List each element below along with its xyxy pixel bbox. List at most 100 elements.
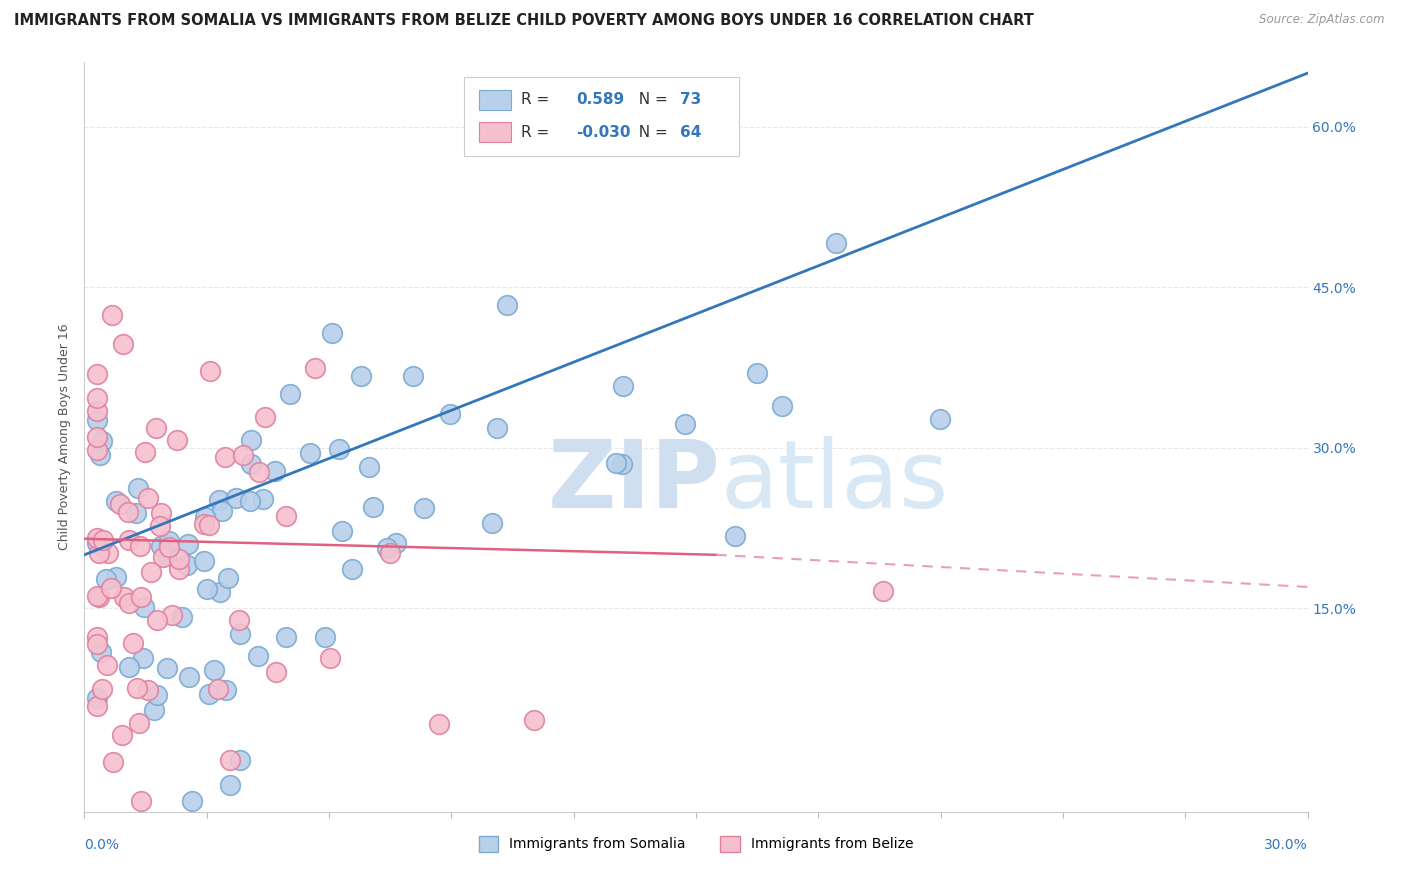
- Point: [605, 456, 627, 470]
- Y-axis label: Child Poverty Among Boys Under 16: Child Poverty Among Boys Under 16: [58, 324, 72, 550]
- Point: [86, 391, 108, 405]
- Point: [350, 368, 373, 383]
- Point: [177, 536, 200, 550]
- Point: [225, 491, 247, 506]
- Point: [247, 466, 270, 480]
- Point: [825, 235, 848, 250]
- Point: [127, 481, 149, 495]
- Point: [117, 505, 139, 519]
- Point: [219, 753, 242, 767]
- Point: [197, 582, 219, 596]
- Point: [378, 546, 401, 560]
- Point: [298, 445, 321, 459]
- Point: [377, 541, 399, 555]
- Point: [152, 549, 174, 564]
- Point: [112, 591, 135, 605]
- Point: [214, 450, 236, 464]
- Text: atlas: atlas: [720, 436, 949, 528]
- Point: [108, 497, 131, 511]
- Point: [118, 533, 141, 548]
- Point: [219, 779, 242, 793]
- Point: [122, 635, 145, 649]
- Point: [125, 506, 148, 520]
- Point: [128, 540, 150, 554]
- Point: [724, 529, 747, 543]
- Point: [427, 717, 450, 731]
- Point: [86, 630, 108, 644]
- Point: [340, 562, 363, 576]
- Point: [176, 558, 198, 572]
- Point: [612, 378, 634, 392]
- Point: [314, 630, 336, 644]
- Point: [523, 713, 546, 727]
- Point: [89, 448, 111, 462]
- Point: [239, 494, 262, 508]
- Point: [439, 407, 461, 421]
- Point: [145, 614, 167, 628]
- Point: [104, 494, 127, 508]
- Text: 30.0%: 30.0%: [1264, 838, 1308, 853]
- Point: [143, 703, 166, 717]
- Point: [156, 548, 179, 562]
- Point: [149, 539, 172, 553]
- Point: [274, 630, 297, 644]
- Point: [359, 459, 381, 474]
- Point: [246, 648, 269, 663]
- Point: [118, 660, 141, 674]
- Point: [770, 400, 793, 414]
- Point: [929, 411, 952, 425]
- Text: 64: 64: [681, 125, 702, 140]
- Point: [673, 417, 696, 431]
- Point: [240, 457, 263, 471]
- Point: [129, 590, 152, 604]
- Point: [328, 442, 350, 457]
- Point: [229, 753, 252, 767]
- Point: [274, 509, 297, 524]
- Point: [149, 518, 172, 533]
- Text: 73: 73: [681, 93, 702, 107]
- Point: [100, 581, 122, 595]
- Point: [330, 524, 353, 538]
- Point: [612, 457, 634, 471]
- Point: [139, 565, 162, 579]
- Point: [146, 688, 169, 702]
- Point: [87, 590, 110, 604]
- Point: [872, 583, 894, 598]
- Point: [177, 669, 200, 683]
- Point: [134, 445, 156, 459]
- Point: [266, 665, 288, 679]
- Point: [193, 516, 215, 531]
- Point: [86, 367, 108, 381]
- Point: [193, 554, 215, 568]
- Point: [145, 421, 167, 435]
- Point: [94, 572, 117, 586]
- Point: [211, 504, 233, 518]
- Point: [86, 699, 108, 714]
- Point: [239, 433, 262, 447]
- Point: [167, 552, 190, 566]
- Point: [496, 298, 519, 312]
- Text: -0.030: -0.030: [576, 125, 631, 140]
- Text: 0.0%: 0.0%: [84, 838, 120, 853]
- Point: [193, 510, 215, 524]
- Point: [91, 434, 114, 448]
- Point: [278, 387, 301, 401]
- Point: [105, 570, 128, 584]
- Point: [401, 369, 423, 384]
- Point: [90, 644, 112, 658]
- Point: [86, 691, 108, 706]
- Point: [100, 308, 122, 322]
- Point: [136, 491, 159, 506]
- Point: [131, 794, 153, 808]
- Point: [86, 590, 108, 604]
- Point: [97, 546, 120, 560]
- Point: [202, 663, 225, 677]
- FancyBboxPatch shape: [479, 122, 512, 142]
- Point: [111, 728, 134, 742]
- Text: R =: R =: [522, 93, 560, 107]
- Point: [111, 337, 134, 351]
- Text: Source: ZipAtlas.com: Source: ZipAtlas.com: [1260, 13, 1385, 27]
- Point: [86, 637, 108, 651]
- Point: [215, 683, 238, 698]
- Point: [149, 507, 172, 521]
